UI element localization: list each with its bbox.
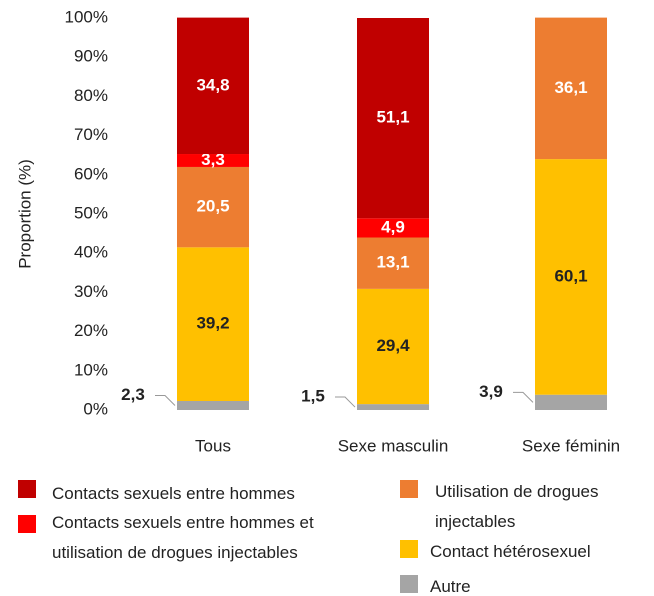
value-label: 2,3 [121,385,145,404]
y-tick-label: 10% [74,360,108,379]
bar-segment [535,17,607,160]
leader-line [513,391,534,403]
x-tick-label: Sexe masculin [338,436,449,455]
bar-segment [177,17,249,155]
value-label: 13,1 [376,253,409,272]
leader-line [335,396,356,408]
legend-swatch [400,575,418,593]
x-tick-label: Tous [195,436,231,455]
legend-swatch [18,515,36,533]
y-tick-label: 80% [74,86,108,105]
value-label: 3,9 [479,382,503,401]
chart: Proportion (%) 0% 10% 20% 30% 40% 50% 60% 70% 80… [15,7,620,455]
bar-segment [357,237,429,289]
value-label: 51,1 [376,108,409,127]
value-label: 4,9 [381,217,405,236]
value-label: 1,5 [301,387,325,406]
value-label: 39,2 [196,314,229,333]
legend-label: Contacts sexuels entre hommes et utilisa… [52,513,314,562]
y-tick-label: 0% [83,399,108,418]
y-tick-label: 100% [65,7,108,26]
bar-segment [357,288,429,405]
leader-line [155,394,176,406]
legend-swatch [400,540,418,558]
bar-segment [357,218,429,238]
y-tick-label: 20% [74,321,108,340]
legend-swatch [400,480,418,498]
y-tick-label: 40% [74,243,108,262]
bar-segment [177,154,249,167]
y-tick-label: 60% [74,164,108,183]
y-tick-label: 70% [74,125,108,144]
bar-segment [177,400,249,410]
value-label: 3,3 [201,150,225,169]
y-axis-title: Proportion (%) [15,159,34,269]
value-label: 34,8 [196,75,229,94]
y-tick-label: 30% [74,282,108,301]
legend-swatch [18,480,36,498]
value-label: 29,4 [376,336,410,355]
bar-segment [357,404,429,410]
legend-label: Utilisation de drogues injectables [435,482,599,531]
value-label: 60,1 [554,266,587,285]
y-tick-label: 90% [74,47,108,66]
bar-segment [535,159,607,395]
bar-segment [177,166,249,248]
bar-segment [357,18,429,219]
legend-label: Contact hétérosexuel [430,542,591,561]
value-label: 36,1 [554,78,587,97]
bar-segment [177,247,249,401]
bar-segment [535,394,607,410]
legend-label: Contacts sexuels entre hommes [52,484,295,503]
y-tick-label: 50% [74,203,108,222]
legend-label: Autre [430,577,471,596]
x-tick-label: Sexe féminin [522,436,620,455]
value-label: 20,5 [196,197,229,216]
